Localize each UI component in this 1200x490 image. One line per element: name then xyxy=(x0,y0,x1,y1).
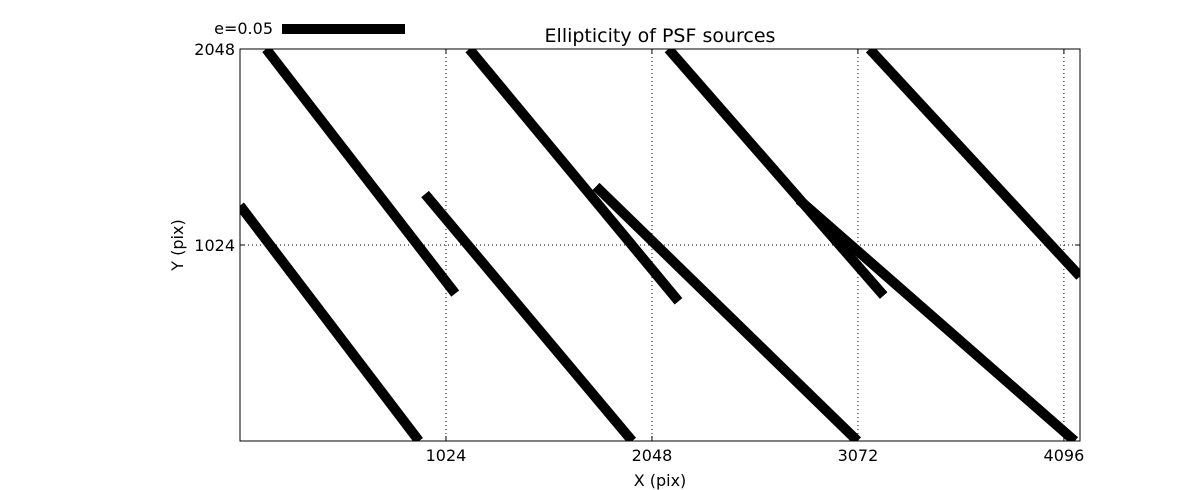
y-axis-ticks: 1024 2048 xyxy=(194,40,1080,255)
chart-title: Ellipticity of PSF sources xyxy=(545,25,776,47)
ellipticity-segment-6 xyxy=(795,196,1079,441)
x-tick-label-0: 1024 xyxy=(426,446,467,465)
ellipticity-segment-1 xyxy=(262,49,460,297)
legend: e=0.05 xyxy=(214,19,405,38)
ellipticity-segment-4 xyxy=(592,182,862,441)
x-tick-label-1: 2048 xyxy=(632,446,673,465)
x-tick-label-2: 3072 xyxy=(838,446,879,465)
ellipticity-segment-5 xyxy=(664,49,888,299)
legend-label: e=0.05 xyxy=(214,19,273,38)
x-tick-label-3: 4096 xyxy=(1044,446,1085,465)
ellipticity-segment-3 xyxy=(465,49,683,305)
y-axis-label: Y (pix) xyxy=(168,219,187,271)
x-axis-label: X (pix) xyxy=(634,471,687,490)
ellipticity-segment-7 xyxy=(865,49,1080,280)
data-segments xyxy=(240,49,1080,441)
y-tick-label-0: 1024 xyxy=(194,236,235,255)
y-tick-label-1: 2048 xyxy=(194,40,235,59)
x-axis-ticks: 1024 2048 3072 4096 xyxy=(426,49,1085,465)
ellipticity-segment-0 xyxy=(240,202,424,441)
ellipticity-segment-2 xyxy=(421,190,637,441)
